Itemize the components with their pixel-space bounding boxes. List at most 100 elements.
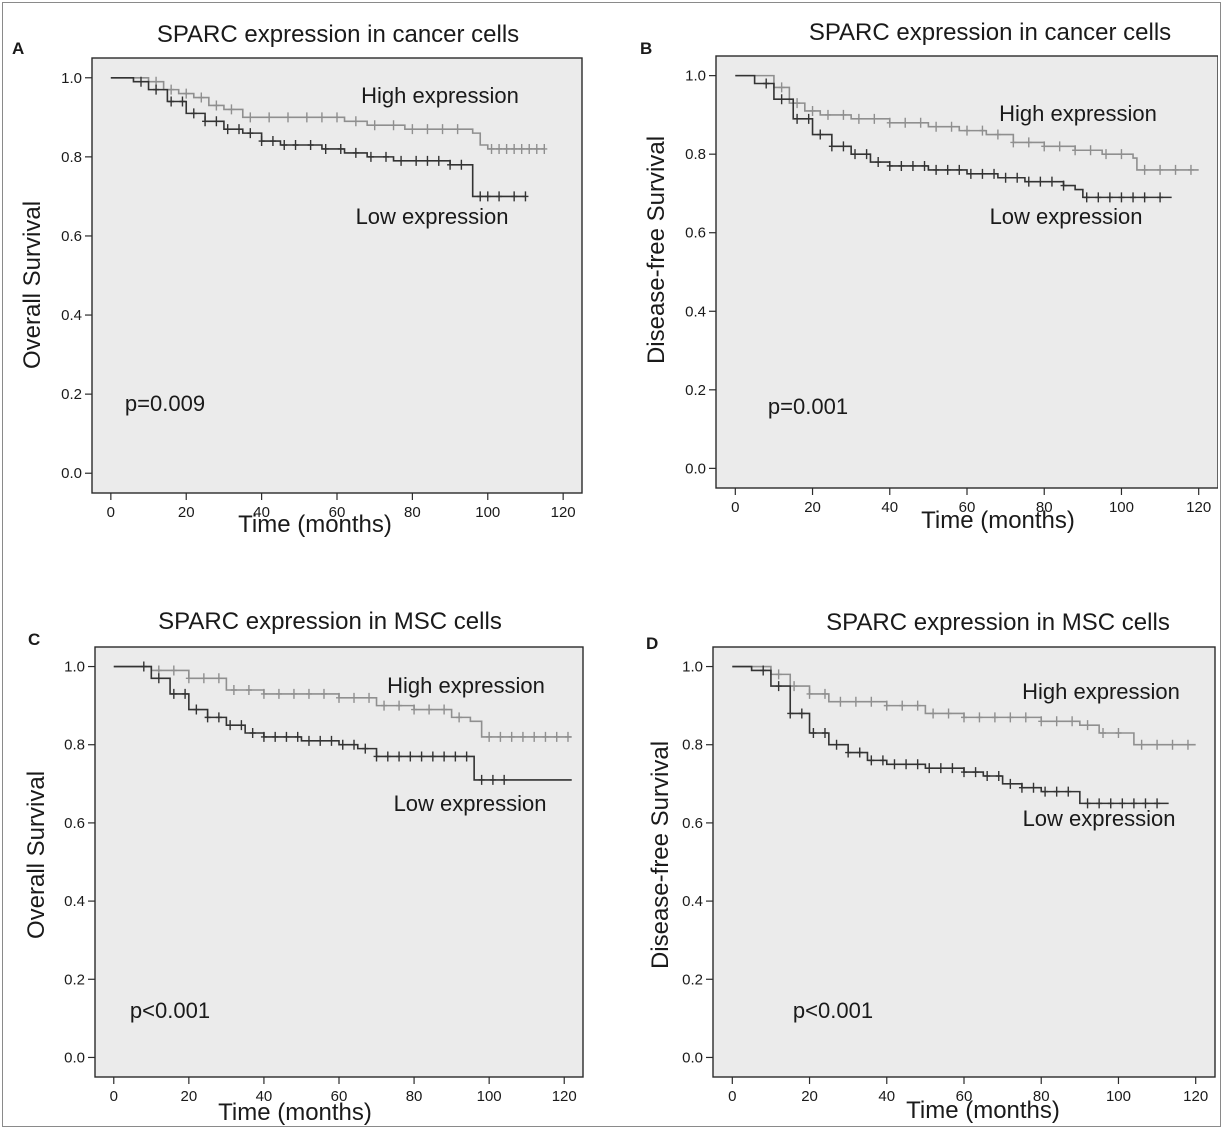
high-censor-mark (290, 688, 297, 699)
high-censor-mark (228, 104, 235, 115)
x-tick-label: 60 (329, 504, 346, 521)
low-censor-mark (1154, 798, 1161, 809)
y-tick-label: 0.6 (61, 228, 82, 245)
low-censor-mark (991, 168, 998, 179)
low-censor-mark (435, 155, 442, 166)
high-censor-mark (1038, 716, 1045, 727)
x-tick-label: 60 (956, 1088, 973, 1105)
y-tick-label: 0.4 (64, 893, 85, 910)
high-censor-mark (868, 696, 875, 707)
plot-area (712, 646, 1216, 1078)
high-censor-mark (496, 143, 503, 154)
low-censor-mark (817, 129, 824, 140)
high-censor-mark (775, 669, 782, 680)
high-censor-mark (351, 692, 358, 703)
x-tick-label: 20 (181, 1088, 198, 1105)
low-censor-mark (283, 731, 290, 742)
low-censor-mark (810, 728, 817, 738)
x-tick-label: 120 (552, 1088, 577, 1105)
high-censor-mark (1100, 728, 1107, 738)
high-censor-mark (303, 112, 310, 123)
x-tick-label: 80 (1036, 499, 1053, 516)
x-tick-label: 60 (959, 499, 976, 516)
high-censor-mark (1169, 739, 1176, 750)
low-censor-mark (760, 665, 767, 676)
low-expression-label: Low expression (394, 791, 547, 816)
x-tick-label: 120 (551, 504, 576, 521)
low-censor-mark (317, 735, 324, 746)
low-censor-mark (949, 763, 956, 774)
high-censor-mark (821, 688, 828, 699)
y-tick-label: 1.0 (61, 70, 82, 87)
panel-d: SPARC expression in MSC cells D 0.0 0.2 0.4 0… (646, 609, 1216, 1124)
y-tick-label: 0.6 (64, 815, 85, 832)
high-censor-mark (791, 681, 798, 692)
y-tick-label: 0.2 (685, 382, 706, 399)
low-censor-mark (1042, 786, 1049, 797)
low-censor-mark (956, 164, 963, 175)
high-censor-mark (1141, 164, 1148, 175)
low-censor-mark (921, 160, 928, 171)
p-value: p<0.001 (130, 998, 210, 1023)
high-censor-mark (852, 696, 859, 707)
low-censor-mark (249, 728, 256, 738)
high-censor-mark (1154, 739, 1161, 750)
high-censor-mark (198, 92, 205, 103)
low-censor-mark (1084, 798, 1091, 809)
y-tick-label: 1.0 (682, 659, 703, 676)
y-tick-label: 0.8 (61, 149, 82, 166)
high-censor-mark (200, 673, 207, 684)
x-tick-label: 80 (1033, 1088, 1050, 1105)
low-censor-mark (168, 96, 175, 107)
y-tick-label: 0.4 (61, 307, 82, 324)
low-censor-mark (337, 143, 344, 154)
low-censor-mark (224, 124, 231, 135)
low-censor-mark (170, 688, 177, 699)
low-censor-mark (477, 191, 484, 202)
low-censor-mark (1037, 176, 1044, 187)
y-tick-label: 0.2 (682, 971, 703, 988)
low-censor-mark (305, 735, 312, 746)
high-censor-mark (1115, 728, 1122, 738)
figure-border (2, 2, 1221, 1127)
high-censor-mark (1069, 716, 1076, 727)
low-censor-mark (155, 673, 162, 684)
high-censor-mark (886, 117, 893, 128)
x-axis-label: Time (months) (218, 1099, 372, 1126)
low-censor-mark (447, 159, 454, 170)
low-censor-mark (247, 128, 254, 139)
x-axis-label: Time (months) (906, 1097, 1060, 1124)
x-tick-label: 40 (256, 1088, 273, 1105)
high-censor-mark (454, 124, 461, 135)
high-censor-mark (1072, 145, 1079, 156)
y-tick-label: 0.4 (685, 303, 706, 320)
y-axis-label: Overall Survival (19, 201, 46, 369)
high-censor-mark (266, 112, 273, 123)
low-censor-mark (213, 116, 220, 127)
low-censor-mark (484, 191, 491, 202)
panel-label: C (28, 630, 40, 649)
low-censor-mark (351, 739, 358, 750)
y-tick-label: 0.8 (685, 146, 706, 163)
high-censor-mark (381, 700, 388, 711)
low-censor-mark (204, 712, 211, 723)
low-censor-mark (407, 751, 414, 762)
low-censor-mark (967, 168, 974, 179)
x-axis-label: Time (months) (238, 511, 392, 538)
low-censor-mark (787, 708, 794, 719)
low-censor-mark (852, 149, 859, 160)
high-censor-mark (511, 143, 518, 154)
low-censor-mark (367, 151, 374, 162)
low-censor-mark (138, 76, 144, 87)
y-tick-label: 1.0 (685, 68, 706, 85)
low-censor-mark (413, 155, 420, 166)
p-value: p<0.001 (793, 998, 873, 1023)
high-censor-mark (806, 688, 813, 699)
low-censor-mark (821, 728, 828, 738)
low-censor-mark (489, 774, 496, 785)
high-censor-mark (245, 685, 252, 695)
low-censor-mark (383, 151, 389, 162)
high-censor-mark (871, 113, 878, 124)
high-censor-mark (883, 700, 890, 711)
